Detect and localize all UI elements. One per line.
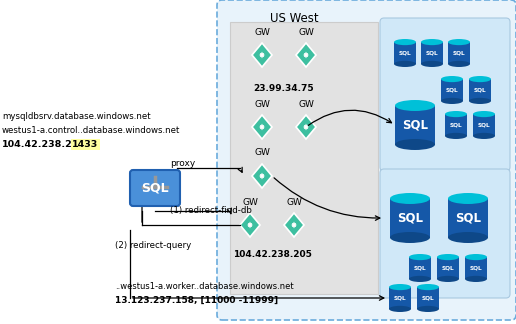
Ellipse shape: [448, 193, 488, 204]
Bar: [437, 257, 459, 279]
Text: SQL: SQL: [414, 265, 426, 271]
Bar: [417, 287, 439, 309]
Bar: [395, 106, 435, 145]
Text: GW: GW: [254, 148, 270, 157]
Ellipse shape: [448, 39, 470, 45]
Ellipse shape: [437, 276, 459, 282]
Ellipse shape: [395, 139, 435, 150]
Text: SQL: SQL: [426, 51, 438, 55]
Ellipse shape: [417, 306, 439, 312]
Text: SQL: SQL: [470, 265, 482, 271]
Ellipse shape: [445, 133, 467, 139]
Bar: [421, 42, 443, 64]
Text: (2) redirect-query: (2) redirect-query: [115, 240, 191, 249]
Text: SQL: SQL: [397, 212, 423, 225]
Text: proxy: proxy: [170, 158, 195, 168]
Ellipse shape: [409, 276, 431, 282]
Ellipse shape: [394, 39, 416, 45]
Text: ..westus1-a.worker..database.windows.net: ..westus1-a.worker..database.windows.net: [115, 282, 294, 291]
Polygon shape: [252, 115, 272, 139]
Ellipse shape: [473, 133, 495, 139]
Text: US West: US West: [270, 12, 318, 25]
Text: 104.42.238.205.: 104.42.238.205.: [2, 140, 89, 149]
Text: GW: GW: [298, 100, 314, 109]
Ellipse shape: [417, 284, 439, 290]
Ellipse shape: [448, 61, 470, 67]
Text: SQL: SQL: [141, 181, 169, 194]
Text: 1433: 1433: [72, 140, 98, 149]
Text: 13.123.237.158, [11000 -11999]: 13.123.237.158, [11000 -11999]: [115, 296, 278, 305]
Bar: [441, 79, 463, 101]
Polygon shape: [240, 213, 260, 237]
FancyBboxPatch shape: [380, 169, 510, 298]
Ellipse shape: [409, 254, 431, 260]
Text: SQL: SQL: [442, 265, 454, 271]
Ellipse shape: [469, 98, 491, 104]
Polygon shape: [252, 43, 272, 67]
Ellipse shape: [465, 254, 487, 260]
Polygon shape: [296, 43, 316, 67]
Ellipse shape: [437, 254, 459, 260]
Text: mysqldbsrv.database.windows.net: mysqldbsrv.database.windows.net: [2, 112, 151, 121]
Text: SQL: SQL: [394, 295, 406, 300]
Ellipse shape: [465, 276, 487, 282]
Ellipse shape: [390, 232, 430, 243]
Ellipse shape: [469, 76, 491, 82]
Bar: [394, 42, 416, 64]
Text: GW: GW: [286, 198, 302, 207]
Ellipse shape: [389, 284, 411, 290]
Bar: [230, 22, 378, 294]
Polygon shape: [284, 213, 304, 237]
Bar: [473, 114, 495, 136]
FancyBboxPatch shape: [380, 18, 510, 171]
Bar: [448, 42, 470, 64]
Text: GW: GW: [242, 198, 258, 207]
FancyBboxPatch shape: [130, 170, 180, 206]
Text: SQL: SQL: [446, 87, 458, 92]
Ellipse shape: [421, 39, 443, 45]
Ellipse shape: [441, 76, 463, 82]
Ellipse shape: [441, 98, 463, 104]
Ellipse shape: [445, 111, 467, 117]
Ellipse shape: [390, 193, 430, 204]
Bar: [409, 257, 431, 279]
Text: GW: GW: [254, 28, 270, 37]
Ellipse shape: [473, 111, 495, 117]
Text: (1) redirect-find-db: (1) redirect-find-db: [170, 205, 252, 214]
Text: SQL: SQL: [422, 295, 434, 300]
Text: SQL: SQL: [455, 212, 481, 225]
Text: SQL: SQL: [399, 51, 411, 55]
Ellipse shape: [448, 232, 488, 243]
Text: SQL: SQL: [449, 122, 462, 128]
Ellipse shape: [394, 61, 416, 67]
Text: westus1-a.control..database.windows.net: westus1-a.control..database.windows.net: [2, 126, 181, 135]
Ellipse shape: [389, 306, 411, 312]
Bar: [469, 79, 491, 101]
Text: GW: GW: [298, 28, 314, 37]
Text: GW: GW: [254, 100, 270, 109]
Bar: [448, 199, 488, 237]
Bar: [465, 257, 487, 279]
Bar: [390, 199, 430, 237]
Text: SQL: SQL: [402, 119, 428, 132]
Text: SQL: SQL: [474, 87, 486, 92]
Ellipse shape: [421, 61, 443, 67]
Polygon shape: [296, 115, 316, 139]
Bar: [445, 114, 467, 136]
Text: SQL: SQL: [478, 122, 490, 128]
Bar: [389, 287, 411, 309]
FancyBboxPatch shape: [217, 0, 516, 320]
Text: SQL: SQL: [453, 51, 465, 55]
Text: 104.42.238.205: 104.42.238.205: [233, 250, 312, 259]
Ellipse shape: [395, 100, 435, 111]
Text: 23.99.34.75: 23.99.34.75: [254, 84, 314, 93]
Polygon shape: [252, 164, 272, 188]
